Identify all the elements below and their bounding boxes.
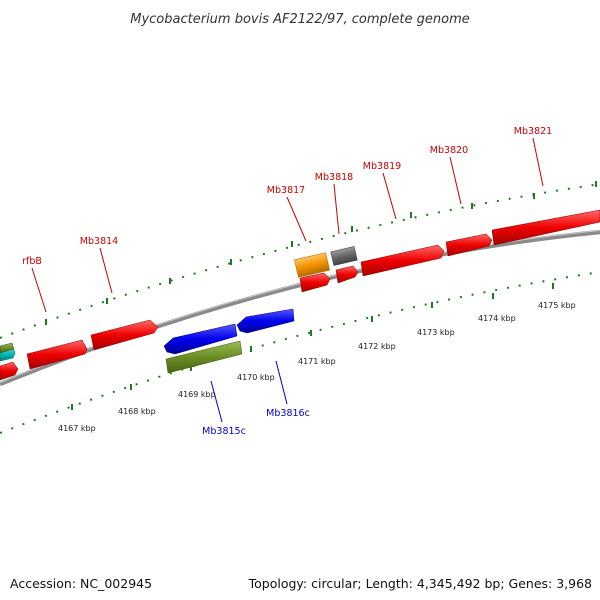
gene-arrow-Mb3814[interactable] [90, 319, 159, 351]
feature-olive-bar[interactable] [165, 340, 243, 374]
accession-text: Accession: NC_002945 [10, 576, 153, 591]
scale-label: 4173 kbp [417, 328, 455, 337]
pointer-Mb3819 [382, 172, 397, 220]
scale-label: 4170 kbp [237, 373, 275, 382]
scale-label: 4174 kbp [478, 314, 516, 323]
pointer-Mb3816c [275, 360, 288, 405]
pointer-Mb3818 [333, 183, 340, 235]
pointer-Mb3821 [532, 137, 544, 187]
gene-arrow-Mb3815c[interactable] [163, 323, 238, 355]
gene-label-Mb3817[interactable]: Mb3817 [267, 185, 305, 196]
gene-arrow-Mb3816c[interactable] [236, 308, 295, 334]
gene-arrow-Mb3820[interactable] [445, 233, 493, 257]
gene-label-Mb3819[interactable]: Mb3819 [363, 161, 401, 172]
pointer-Mb3815c [210, 380, 223, 423]
scale-label: 4168 kbp [118, 407, 156, 416]
gene-label-Mb3816c[interactable]: Mb3816c [266, 408, 310, 419]
gene-arrow-Mb3818[interactable] [335, 265, 359, 284]
reverse-genes [163, 308, 295, 355]
gene-labels: rfbB Mb3814 Mb3817 Mb3818 Mb3819 Mb3820 … [22, 126, 552, 437]
gene-arrow-rfbB[interactable] [26, 339, 88, 370]
pointer-rfbB [31, 267, 47, 313]
gene-arrow-Mb3819[interactable] [360, 244, 445, 277]
gene-arrow-partial-left[interactable] [0, 361, 19, 381]
genome-summary-text: Topology: circular; Length: 4,345,492 bp… [248, 576, 592, 591]
scale-label: 4172 kbp [358, 342, 396, 351]
gene-label-Mb3818[interactable]: Mb3818 [315, 172, 353, 183]
scale-labels: 4167 kbp 4168 kbp 4169 kbp 4170 kbp 4171… [58, 301, 576, 433]
feature-gray-box[interactable] [330, 246, 358, 266]
scale-label: 4175 kbp [538, 301, 576, 310]
upper-major-ticks [45, 181, 597, 325]
pointer-Mb3820 [449, 156, 462, 205]
pointer-Mb3814 [99, 247, 113, 294]
gene-label-Mb3814[interactable]: Mb3814 [80, 236, 118, 247]
lower-major-ticks [71, 283, 554, 410]
pointer-Mb3817 [286, 196, 307, 242]
label-pointers [31, 137, 544, 423]
gene-label-Mb3821[interactable]: Mb3821 [514, 126, 552, 137]
feature-olive-partial[interactable] [0, 342, 15, 354]
feature-orange-box[interactable] [294, 252, 330, 278]
scale-label: 4169 kbp [178, 390, 216, 399]
gene-label-Mb3815c[interactable]: Mb3815c [202, 426, 246, 437]
gene-arrow-Mb3821[interactable] [491, 209, 600, 246]
map-title: Mycobacterium bovis AF2122/97, complete … [130, 12, 469, 27]
gene-label-Mb3820[interactable]: Mb3820 [430, 145, 468, 156]
forward-genes [0, 209, 600, 381]
gene-arrow-Mb3817[interactable] [299, 272, 331, 293]
scale-label: 4171 kbp [298, 357, 336, 366]
scale-label: 4167 kbp [58, 424, 96, 433]
gene-label-rfbB[interactable]: rfbB [22, 256, 42, 267]
